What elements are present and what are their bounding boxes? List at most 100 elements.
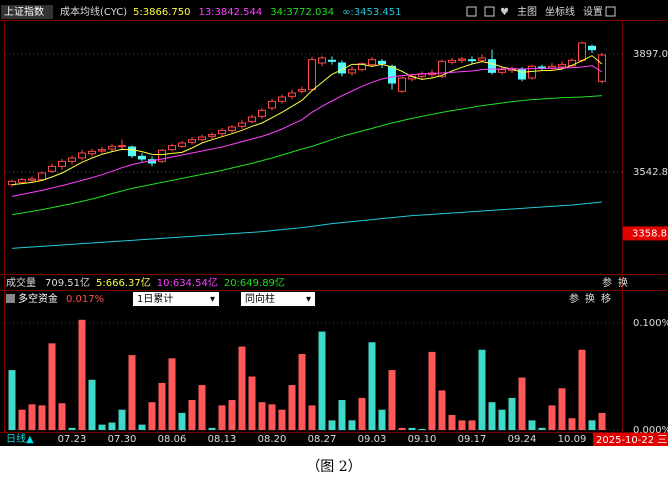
toolbar-button[interactable]: 设置 <box>583 6 603 18</box>
bar <box>218 405 226 430</box>
bar <box>538 427 546 430</box>
volume-legend: 709.51亿 <box>45 276 90 289</box>
candle-body <box>368 59 376 66</box>
toolbar-icons[interactable] <box>466 6 616 17</box>
candle-body <box>558 64 566 68</box>
candle-body <box>358 63 366 71</box>
date-box <box>593 433 668 446</box>
x-tick-label: 08.20 <box>258 434 287 445</box>
bar <box>378 409 386 430</box>
bar <box>348 420 356 430</box>
candle-body <box>528 65 536 79</box>
bar <box>68 427 76 430</box>
bar <box>188 400 196 430</box>
bar <box>578 349 586 430</box>
dropdown-label[interactable]: 1日累计 <box>137 292 173 305</box>
bar <box>548 405 556 430</box>
candle-body <box>48 165 56 172</box>
toolbar-button[interactable]: 换 <box>585 292 595 305</box>
legend-entry: 13:3842.544 <box>198 7 262 18</box>
dropdown-label[interactable]: 同向柱 <box>245 292 275 305</box>
candle-body <box>188 139 196 143</box>
volume-title: 成交量 <box>6 276 36 289</box>
panel-title: 多空资金 <box>18 292 58 305</box>
bar <box>328 420 336 430</box>
bar <box>318 331 326 430</box>
bar <box>158 382 166 430</box>
chart-title: 上证指数 <box>4 5 44 18</box>
period-label[interactable]: 日线▲ <box>6 432 34 445</box>
bar <box>558 388 566 430</box>
candle-body <box>298 89 306 92</box>
y-tick-label: 0.100% <box>633 318 668 329</box>
help-icon[interactable] <box>6 294 15 303</box>
dropdown[interactable] <box>241 292 315 306</box>
candle-body <box>258 109 266 117</box>
candle-body <box>38 172 46 181</box>
frame <box>0 20 668 446</box>
candle-body <box>238 122 246 127</box>
bar <box>58 403 66 430</box>
bar <box>78 319 86 430</box>
candle-body <box>18 179 26 183</box>
candle-body <box>598 54 606 82</box>
toolbar-button[interactable]: 参 <box>569 292 579 305</box>
volume-legend: 10:634.54亿 <box>157 276 218 289</box>
legend-entry: 5:3866.750 <box>133 7 190 18</box>
bar <box>138 424 146 430</box>
toolbar-button[interactable]: 换 <box>618 276 628 289</box>
bar <box>488 402 496 430</box>
dropdown-arrow[interactable]: ▾ <box>210 294 215 305</box>
bar <box>458 420 466 430</box>
bar <box>88 379 96 430</box>
x-tick-label: 10.09 <box>558 434 587 445</box>
legend-entry: ∞:3453.451 <box>342 7 401 18</box>
bar <box>438 390 446 430</box>
bar <box>38 405 46 430</box>
bar <box>148 402 156 430</box>
candle-body <box>478 57 486 61</box>
bar <box>18 409 26 430</box>
title-box <box>1 5 53 19</box>
bar <box>388 370 396 430</box>
bar <box>448 415 456 430</box>
bar <box>178 412 186 430</box>
legend-entry: 34:3772.034 <box>270 7 334 18</box>
ma-line <box>11 95 603 216</box>
toolbar-button[interactable]: 移 <box>601 292 611 305</box>
chart: 上证指数 成本均线(CYC) ♥ 成交量 多空资金 0.017% 1日累计 ▾ … <box>0 0 668 446</box>
bar <box>368 342 376 430</box>
candle-body <box>158 149 166 162</box>
bar <box>168 358 176 430</box>
bar <box>128 355 136 430</box>
x-tick-label: 09.24 <box>508 434 537 445</box>
x-tick-label: 08.13 <box>208 434 237 445</box>
candle-body <box>588 45 596 51</box>
bar <box>418 428 426 430</box>
toolbar-button[interactable]: 参 <box>602 276 612 289</box>
candle-body <box>488 59 496 73</box>
bar <box>228 400 236 430</box>
dropdown[interactable] <box>133 292 219 306</box>
bar <box>8 370 16 430</box>
toolbar-button[interactable]: 主图 <box>517 6 537 18</box>
bar <box>298 354 306 430</box>
y-tick-label: 3897.0 <box>633 49 668 60</box>
heart-icon[interactable]: ♥ <box>500 7 509 18</box>
dropdown-arrow[interactable]: ▾ <box>306 294 311 305</box>
bar <box>338 400 346 430</box>
bar <box>408 427 416 430</box>
date-label: 2025-10-22 三 <box>596 435 667 446</box>
ma-line <box>11 201 603 249</box>
candle-body <box>348 69 356 74</box>
price-marker <box>623 226 668 241</box>
candle-body <box>138 155 146 160</box>
candle-body <box>438 60 446 77</box>
volume-legend: 5:666.37亿 <box>96 276 151 289</box>
toolbar-button[interactable]: 坐标线 <box>545 5 575 18</box>
candle-body <box>278 96 286 102</box>
bar <box>268 404 276 430</box>
x-tick-label: 09.03 <box>358 434 387 445</box>
x-tick-label: 07.30 <box>108 434 137 445</box>
candle-body <box>128 146 136 157</box>
